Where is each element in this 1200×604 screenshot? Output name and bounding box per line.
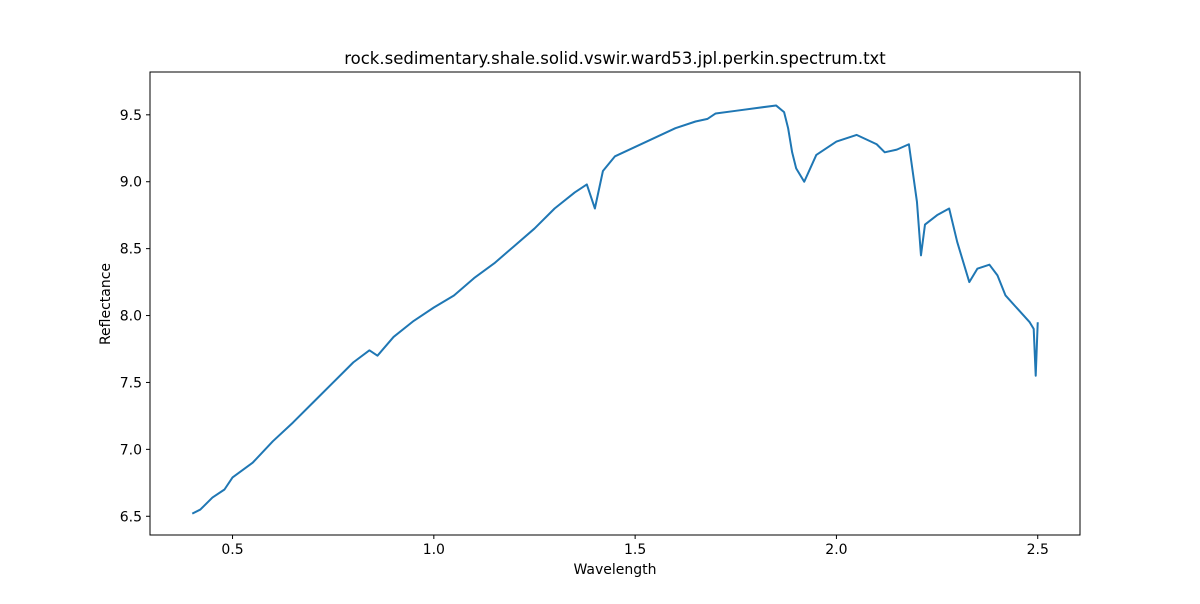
y-tick-label: 6.5 [120, 509, 142, 525]
x-axis-label: Wavelength [573, 562, 656, 578]
plot-layer [191, 104, 1039, 515]
y-tick-label: 7.5 [120, 375, 142, 391]
x-tick-label: 1.5 [624, 542, 646, 558]
y-tick-label: 9.0 [120, 175, 142, 191]
y-tick-label: 8.5 [120, 242, 142, 258]
y-axis-ticks: 6.5 7.0 7.5 8.0 8.5 9.0 9.5 [120, 108, 150, 525]
y-tick-label: 8.0 [120, 309, 142, 325]
axes-frame [149, 71, 1081, 536]
x-tick-label: 2.5 [1027, 542, 1049, 558]
y-tick-label: 9.5 [120, 108, 142, 124]
chart-title: rock.sedimentary.shale.solid.vswir.ward5… [344, 49, 886, 68]
x-tick-label: 2.0 [825, 542, 847, 558]
series-line-0 [191, 104, 1039, 515]
y-tick-label: 7.0 [120, 442, 142, 458]
x-tick-label: 1.0 [423, 542, 445, 558]
x-tick-label: 0.5 [221, 542, 243, 558]
y-axis-label: Reflectance [98, 263, 114, 345]
x-axis-ticks: 0.5 1.0 1.5 2.0 2.5 [221, 535, 1049, 558]
